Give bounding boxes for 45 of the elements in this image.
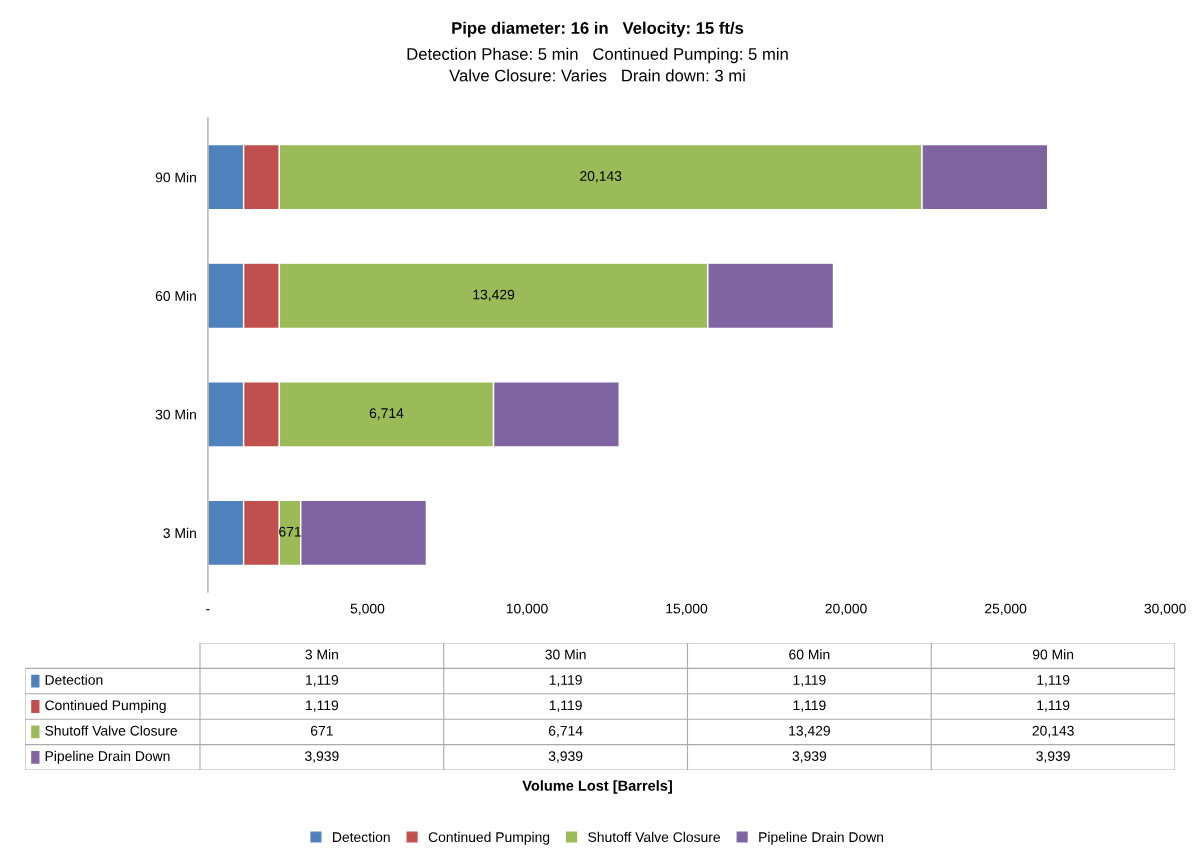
data-label: 1,119 (306, 700, 339, 712)
data-label: 671 (310, 725, 333, 736)
data-label: 1,119 (306, 674, 339, 687)
y-tick-label: 60 Min (155, 290, 196, 301)
text: Volume Lost [Barrels] (522, 780, 672, 794)
y-tick-label: 30 Min (155, 409, 196, 420)
x-tick-label: 25,000 (985, 603, 1027, 616)
data-label: 20,143 (580, 171, 622, 183)
chart-title: Pipe diameter: 16 in Velocity: 15 ft/s (452, 21, 744, 38)
data-label: 1,119 (549, 700, 582, 712)
legend-label: Detection (45, 674, 103, 685)
data-label: 1,119 (793, 674, 826, 687)
legend-label: Continued Pumping (428, 831, 550, 845)
data-label: 3,939 (792, 751, 827, 763)
x-tick-label: 15,000 (666, 603, 708, 616)
legend-label: Pipeline Drain Down (45, 750, 170, 764)
data-label: 1,119 (793, 700, 826, 712)
y-tick-label: 3 Min (163, 527, 196, 539)
category-label: 30 Min (545, 649, 586, 660)
data-label: 13,429 (473, 289, 515, 302)
legend-label: Continued Pumping (45, 700, 166, 713)
data-label: 1,119 (549, 674, 582, 687)
y-tick-label: 90 Min (155, 172, 196, 183)
x-tick-label: 5,000 (350, 603, 385, 616)
data-label: 6,714 (369, 408, 404, 420)
legend-label: Shutoff Valve Closure (45, 725, 177, 736)
data-label: 3,939 (1036, 751, 1070, 763)
data-label: 1,119 (1037, 674, 1070, 687)
x-tick-label: 30,000 (1144, 603, 1186, 616)
x-tick-label: - (206, 609, 210, 611)
legend-label: Pipeline Drain Down (759, 831, 884, 845)
data-label: 6,714 (548, 725, 583, 738)
x-tick-label: 10,000 (506, 603, 548, 616)
legend-label: Detection (333, 831, 390, 843)
data-label: 1,119 (1037, 700, 1070, 712)
category-label: 60 Min (789, 649, 830, 660)
legend-label: Shutoff Valve Closure (588, 831, 720, 843)
data-label: 3,939 (305, 751, 339, 763)
chart-subtitle: Detection Phase: 5 min Continued Pumping: 5 min Valve Closure: Varies Drain down: 3 mi (407, 47, 788, 82)
x-tick-label: 20,000 (825, 603, 867, 616)
category-label: 90 Min (1032, 649, 1074, 660)
data-label: 13,429 (789, 725, 830, 738)
data-label: 3,939 (548, 751, 583, 763)
category-label: 3 Min (305, 649, 338, 660)
data-label: 20,143 (1032, 725, 1074, 738)
